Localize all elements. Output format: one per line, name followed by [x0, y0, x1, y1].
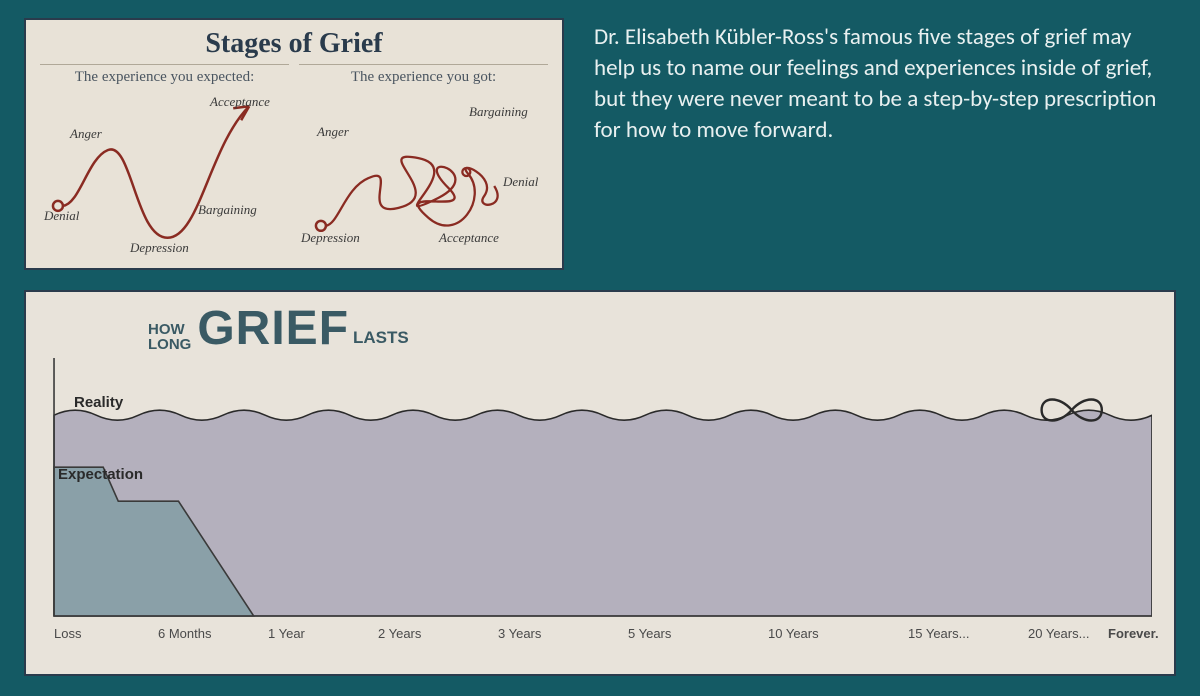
xaxis-tick: 20 Years...: [1028, 626, 1089, 641]
label-depression-2: Depression: [301, 230, 360, 246]
hlg-long: LONG: [148, 337, 191, 352]
hlg-how: HOW: [148, 322, 191, 337]
reality-label: Reality: [74, 394, 123, 411]
xaxis-tick: 6 Months: [158, 626, 211, 641]
stages-title: Stages of Grief: [40, 28, 548, 60]
label-bargaining-2: Bargaining: [469, 104, 528, 120]
xaxis-tick: 15 Years...: [908, 626, 969, 641]
got-subtitle: The experience you got:: [299, 64, 548, 86]
label-anger: Anger: [70, 126, 102, 142]
xaxis-tick: 1 Year: [268, 626, 305, 641]
label-anger-2: Anger: [317, 124, 349, 140]
label-depression: Depression: [130, 240, 189, 256]
label-bargaining: Bargaining: [198, 202, 257, 218]
expected-column: The experience you expected: Denial Ange…: [40, 64, 289, 264]
xaxis-tick: Loss: [54, 626, 81, 641]
got-column: The experience you got: Anger Bargaining…: [299, 64, 548, 264]
stages-of-grief-card: Stages of Grief The experience you expec…: [24, 18, 564, 270]
xaxis-tick: 3 Years: [498, 626, 541, 641]
description-text: Dr. Elisabeth Kübler-Ross's famous five …: [594, 18, 1176, 146]
how-long-grief-lasts-card: HOW LONG GRIEF LASTS Reality Expectation…: [24, 290, 1176, 676]
expected-subtitle: The experience you expected:: [40, 64, 289, 86]
label-acceptance: Acceptance: [210, 94, 270, 110]
duration-chart: [48, 358, 1152, 618]
expected-curve: [40, 88, 289, 264]
xaxis-tick: Forever.: [1108, 626, 1159, 641]
label-acceptance-2: Acceptance: [439, 230, 499, 246]
xaxis-tick: 2 Years: [378, 626, 421, 641]
hlg-grief: GRIEF: [197, 306, 349, 352]
label-denial: Denial: [44, 208, 79, 224]
xaxis-tick: 5 Years: [628, 626, 671, 641]
label-denial-2: Denial: [503, 174, 538, 190]
hlg-lasts: LASTS: [353, 328, 409, 348]
hlg-title: HOW LONG GRIEF LASTS: [148, 306, 1152, 352]
expectation-label: Expectation: [58, 466, 143, 483]
xaxis-tick: 10 Years: [768, 626, 819, 641]
x-axis: Loss 6 Months 1 Year 2 Years 3 Years 5 Years 1…: [48, 626, 1152, 646]
